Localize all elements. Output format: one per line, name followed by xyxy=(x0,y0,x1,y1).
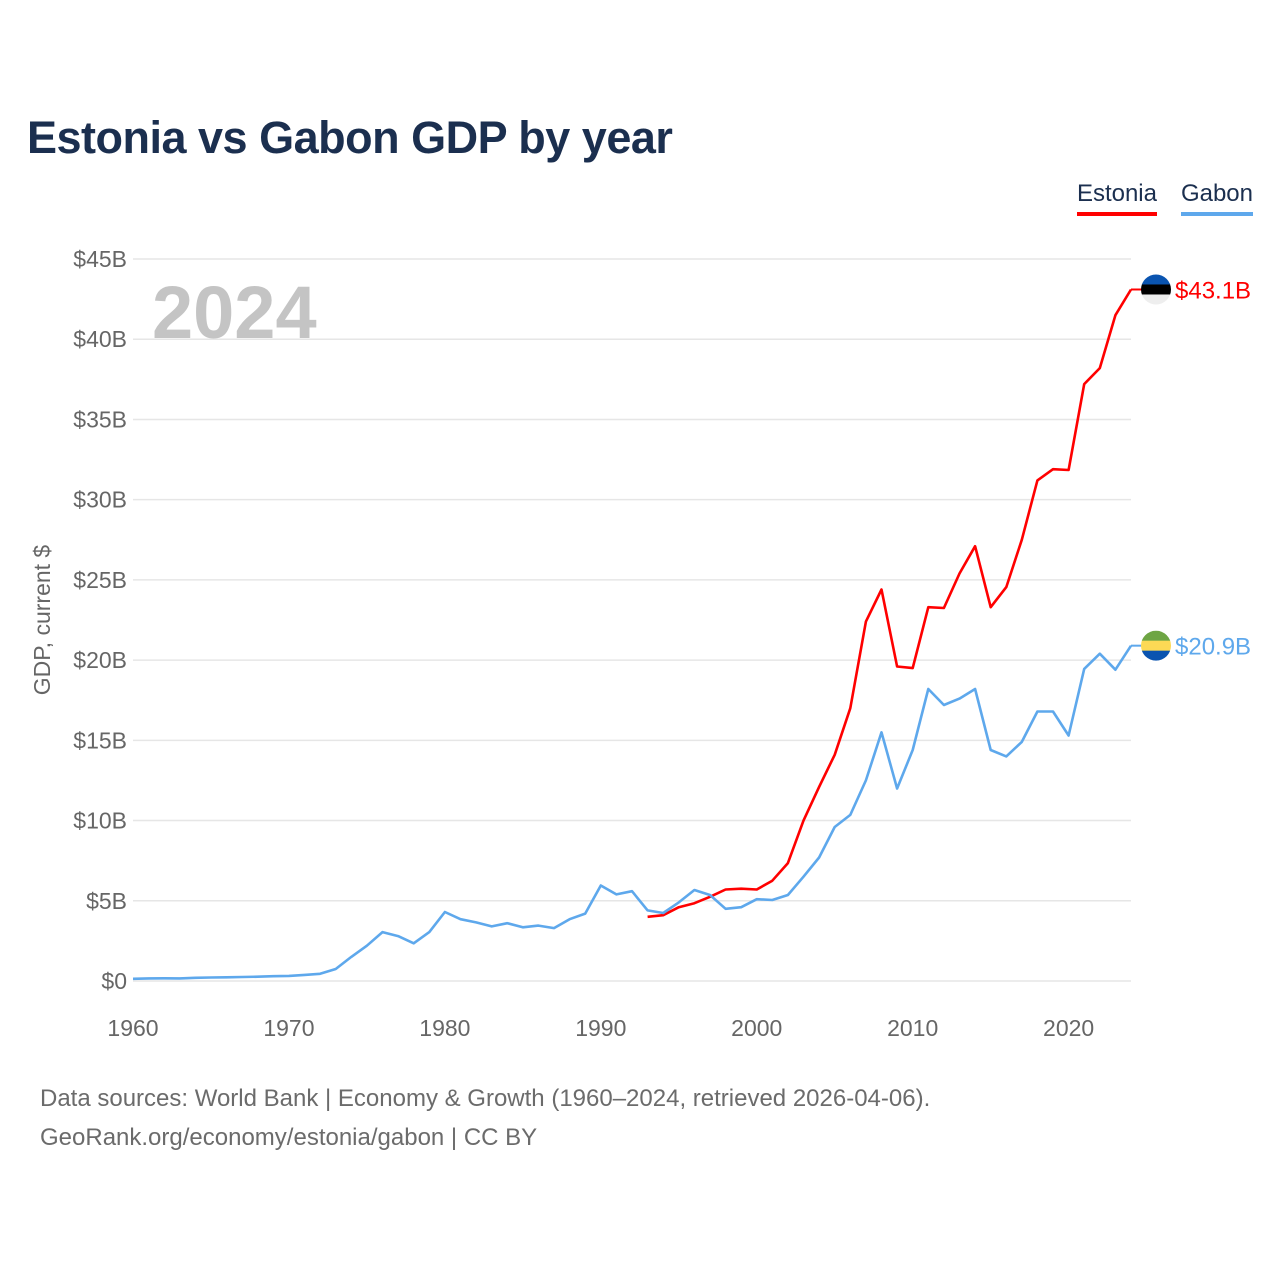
x-tick-label: 1960 xyxy=(107,1015,158,1041)
y-tick-label: $25B xyxy=(73,567,127,593)
y-tick-label: $20B xyxy=(73,647,127,673)
x-tick-label: 2010 xyxy=(887,1015,938,1041)
y-tick-label: $15B xyxy=(73,727,127,753)
x-tick-label: 2020 xyxy=(1043,1015,1094,1041)
y-tick-label: $45B xyxy=(73,246,127,272)
gabon-flag-icon xyxy=(1141,630,1171,661)
series-line-gabon xyxy=(132,644,1133,981)
y-tick-label: $35B xyxy=(73,406,127,432)
y-tick-label: $10B xyxy=(73,808,127,834)
legend-gabon[interactable]: Gabon xyxy=(1180,180,1253,216)
chart-title: Estonia vs Gabon GDP by year xyxy=(27,112,673,163)
x-tick-label: 1970 xyxy=(263,1015,314,1041)
footer-sources: Data sources: World Bank | Economy & Gro… xyxy=(40,1085,931,1112)
y-tick-label: $5B xyxy=(86,888,127,914)
footer-link[interactable]: GeoRank.org/economy/estonia/gabon | CC B… xyxy=(40,1124,538,1151)
legend-estonia[interactable]: Estonia xyxy=(1076,180,1157,216)
x-tick-label: 1990 xyxy=(575,1015,626,1041)
end-value-label: $20.9B xyxy=(1175,634,1251,661)
end-value-label: $43.1B xyxy=(1175,277,1251,304)
x-tick-label: 1980 xyxy=(419,1015,470,1041)
y-tick-label: $30B xyxy=(73,487,127,513)
y-axis-label: GDP, current $ xyxy=(29,545,55,696)
estonia-flag-icon xyxy=(1141,274,1171,305)
y-tick-label: $0 xyxy=(101,968,127,994)
year-watermark: 2024 xyxy=(152,271,317,354)
x-tick-label: 2000 xyxy=(731,1015,782,1041)
y-tick-label: $40B xyxy=(73,326,127,352)
series-line-estonia xyxy=(647,288,1133,919)
